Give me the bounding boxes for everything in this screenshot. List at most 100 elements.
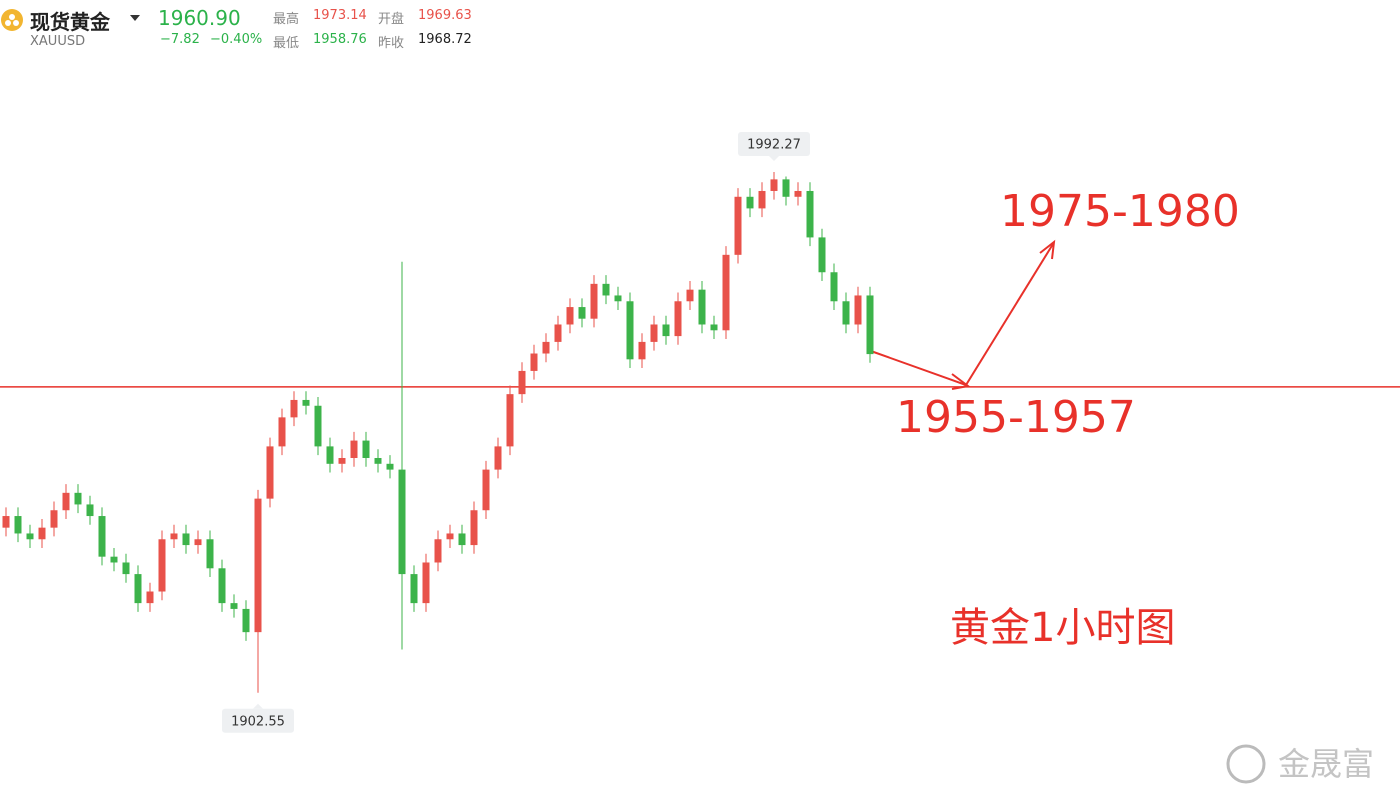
candle-body [374,457,382,464]
arrow-head [1039,239,1056,260]
candle-body [434,539,442,563]
candle-body [854,295,862,325]
candle-body [362,440,370,458]
candle-body [278,417,286,447]
stat-label: 最高 [273,12,300,27]
price: 1960.90 [158,6,241,30]
candle-body [842,301,850,325]
candle-body [50,510,58,528]
candle-body [242,608,250,633]
watermark-icon [1226,744,1266,784]
candle-body [170,533,178,540]
candle-body [662,324,670,337]
candle-body [530,353,538,371]
candle-body [110,556,118,563]
caption: 黄金1小时图 [950,605,1175,651]
candle-body [326,446,334,464]
candle-body [482,469,490,511]
candle-body [470,510,478,546]
candle-body [314,405,322,447]
price-tag-bg [222,708,294,733]
candle-body [290,399,298,418]
candle-body [146,591,154,604]
candle-body [458,533,466,546]
price-tag: 1902.55 [231,714,285,729]
candle-body [86,504,94,517]
candle-body [350,440,358,458]
candle-body [494,446,502,470]
candle-body [758,190,766,209]
candle-body [542,341,550,354]
candle-body [506,394,514,447]
candle-body [674,301,682,337]
arrow [965,243,1054,386]
candle-body [182,533,190,546]
candle-body [230,603,238,609]
dropdown[interactable] [129,14,143,24]
stat-value: 1969.63 [418,8,472,23]
candle-body [122,562,130,575]
candle-body [782,179,790,197]
candle-body [26,533,34,540]
stat-label: 开盘 [378,12,405,27]
candle-body [2,516,10,528]
candle-body [626,301,634,360]
stat-value: 1973.14 [313,8,367,23]
candle-body [614,295,622,302]
candle-body [302,399,310,406]
stat-label: 最低 [273,36,300,51]
candle-body [386,463,394,470]
change: −7.82 [160,32,200,47]
candle-body [602,283,610,296]
candle-body [566,307,574,325]
candle-body [638,341,646,360]
candle-body [38,527,46,540]
watermark: 金晟富 [1278,745,1374,783]
candle-body [14,516,22,534]
candle-body [578,307,586,319]
change-pct: −0.40% [210,32,263,47]
candle-body [794,190,802,197]
candle-body [806,190,814,238]
candle-body [710,324,718,331]
candle-body [866,295,874,355]
candle-body [830,272,838,302]
stat-label: 昨收 [378,36,405,51]
candle-body [254,498,262,633]
candle-body [422,562,430,604]
candle-body [134,574,142,604]
candle-body [722,254,730,331]
price-tag-pointer [769,155,779,161]
candle-body [398,469,406,575]
stat-value: 1968.72 [418,32,472,47]
arrow [867,349,967,386]
candle-body [158,539,166,592]
stat-value: 1958.76 [313,32,367,47]
candle-body [446,533,454,540]
candle-body [410,574,418,604]
annotation: 1975-1980 [1000,186,1240,237]
candle-body [698,289,706,325]
price-tag-bg [738,131,810,156]
candle-body [746,196,754,209]
candle-body [74,492,82,505]
arrow-head [951,373,971,390]
candle-body [518,370,526,395]
annotation: 1955-1957 [896,392,1136,443]
candle-body [686,289,694,302]
price-tag: 1992.27 [747,137,801,152]
title: 现货黄金 [30,10,110,34]
candle-body [206,539,214,569]
candle-body [650,324,658,342]
candle-body [62,492,70,511]
candle-body [818,237,826,273]
candle-body [554,324,562,342]
candle-body [218,568,226,604]
candle-body [266,446,274,499]
candle-body [338,457,346,464]
candle-body [194,539,202,546]
price-tag-pointer [253,703,263,709]
symbol: XAUUSD [30,34,86,49]
